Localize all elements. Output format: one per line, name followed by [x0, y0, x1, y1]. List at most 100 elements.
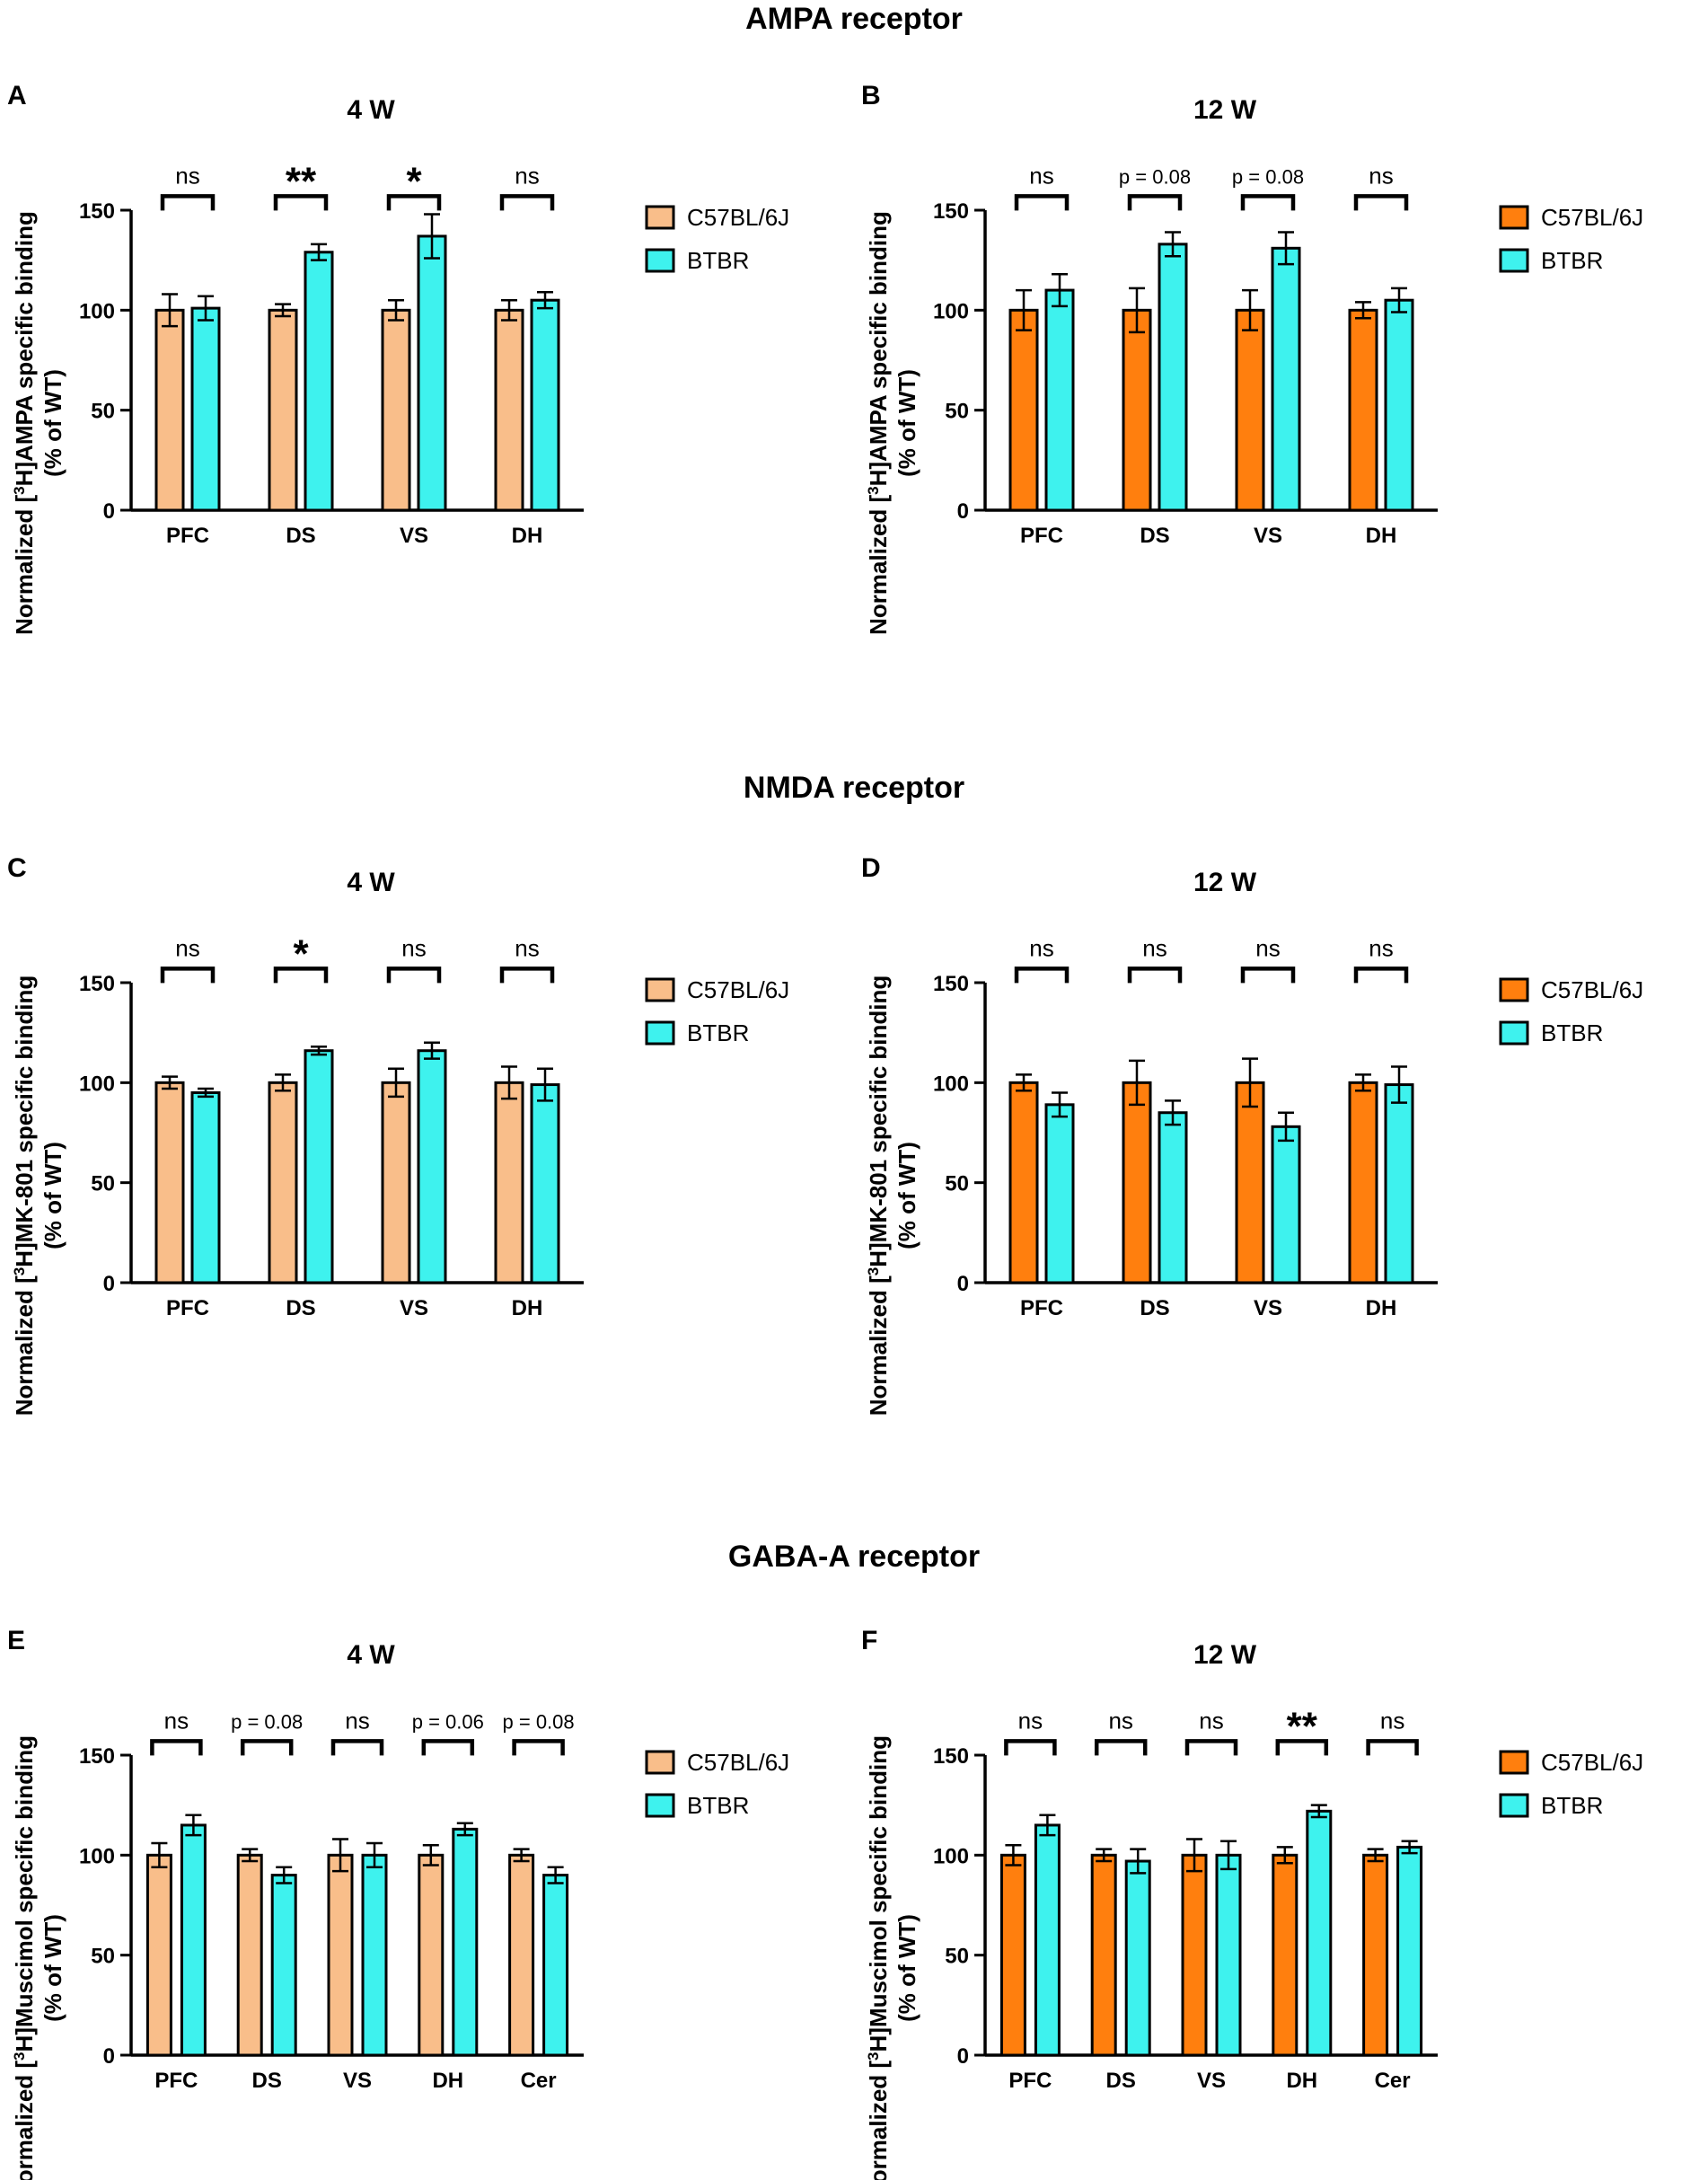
x-tick-label: DH	[1286, 2069, 1317, 2093]
y-tick-label: 100	[933, 1072, 969, 1096]
bar-c57bl6j	[1272, 1853, 1299, 2057]
bar-btbr	[1124, 1859, 1151, 2057]
significance-bracket	[330, 1739, 384, 1756]
bar-btbr	[1044, 1103, 1075, 1284]
significance-label: ns	[1369, 934, 1393, 961]
significance-label: ns	[1369, 162, 1393, 189]
bar-c57bl6j	[1008, 308, 1039, 512]
x-tick-label: PFC	[1020, 524, 1063, 548]
y-tick-label: 0	[103, 1272, 115, 1296]
significance-label: ns	[175, 162, 199, 189]
bar-c57bl6j	[327, 1853, 354, 2057]
bar-btbr	[361, 1853, 388, 2057]
legend-swatch	[1499, 977, 1529, 1002]
bar-btbr	[1158, 1111, 1188, 1284]
significance-label: ns	[1029, 934, 1053, 961]
y-axis-label-line2: (% of WT)	[894, 1142, 920, 1249]
panel-letter: F	[861, 1626, 877, 1655]
y-tick-label: 50	[945, 400, 969, 424]
legend-swatch	[1499, 1020, 1529, 1046]
legend-label: BTBR	[687, 1792, 749, 1819]
bar-c57bl6j	[418, 1853, 445, 2057]
significance-label: ns	[1255, 934, 1280, 961]
significance-bracket	[1240, 194, 1296, 211]
y-axis-label-part: Normalized [	[11, 2061, 38, 2180]
bar-btbr	[1271, 1125, 1301, 1284]
y-tick-label: 100	[933, 299, 969, 323]
bar-c57bl6j	[381, 1081, 411, 1284]
significance-label: p = 0.08	[1232, 165, 1304, 188]
y-axis-label: Normalized [3H]MK-801 specific binding	[11, 975, 39, 1417]
significance-label: *	[406, 159, 422, 203]
bar-c57bl6j	[1181, 1853, 1208, 2057]
y-axis-label: Normalized [3H]MK-801 specific binding	[865, 975, 893, 1417]
legend-label: BTBR	[687, 247, 749, 274]
significance-label: ns	[1380, 1707, 1404, 1734]
chart-title: 4 W	[347, 1640, 395, 1670]
bar-c57bl6j	[999, 1853, 1026, 2057]
y-axis-label-superscript: 3	[865, 1267, 882, 1275]
chart-title: 12 W	[1193, 1640, 1257, 1670]
bar-c57bl6j	[1122, 1081, 1152, 1284]
significance-bracket	[1004, 1739, 1057, 1756]
significance-bracket	[499, 966, 555, 984]
bar-c57bl6j	[1348, 308, 1378, 512]
y-axis-label: Normalized [3H]Muscimol specific binding	[865, 1735, 893, 2180]
significance-label: ns	[401, 934, 426, 961]
legend-label: BTBR	[1541, 1019, 1603, 1046]
y-tick-label: 100	[79, 1844, 115, 1868]
panel-letter: D	[861, 853, 881, 883]
bar-c57bl6j	[268, 1081, 298, 1284]
bar-c57bl6j	[268, 308, 298, 512]
y-axis-label-part: H]AMPA specific binding	[865, 211, 892, 486]
panel-letter: C	[7, 853, 27, 883]
bar-btbr	[417, 234, 447, 512]
significance-bracket	[512, 1739, 565, 1756]
y-axis-label: Normalized [3H]AMPA specific binding	[11, 211, 39, 635]
x-tick-label: PFC	[166, 524, 209, 548]
legend-swatch	[1499, 1750, 1529, 1775]
y-axis-label-superscript: 3	[865, 486, 882, 494]
y-axis-label-part: H]Muscimol specific binding	[11, 1735, 38, 2052]
legend-swatch	[645, 205, 675, 230]
y-axis-label-line2: (% of WT)	[894, 369, 920, 477]
y-tick-label: 100	[79, 1072, 115, 1096]
significance-bracket	[273, 966, 329, 984]
legend-label: BTBR	[687, 1019, 749, 1046]
significance-bracket	[150, 1739, 203, 1756]
legend-swatch	[645, 248, 675, 273]
y-tick-label: 150	[79, 972, 115, 996]
chart-panel-c: C 4 W Normalized [3H]MK-801 specific bindi…	[7, 853, 789, 1417]
bar-btbr	[1034, 1823, 1061, 2057]
bar-btbr	[1396, 1845, 1423, 2057]
legend-swatch	[645, 977, 675, 1002]
x-tick-label: VS	[1254, 524, 1282, 548]
x-tick-label: PFC	[1020, 1296, 1063, 1320]
chart-title: 12 W	[1193, 868, 1257, 897]
bar-btbr	[190, 1090, 221, 1284]
bar-c57bl6j	[494, 1081, 524, 1284]
bar-btbr	[452, 1827, 479, 2057]
bar-btbr	[304, 251, 334, 512]
y-axis-label: Normalized [3H]AMPA specific binding	[865, 211, 893, 635]
y-axis-label-superscript: 3	[11, 2052, 28, 2060]
significance-bracket	[421, 1739, 475, 1756]
significance-bracket	[1353, 966, 1409, 984]
bar-c57bl6j	[381, 308, 411, 512]
significance-bracket	[1353, 194, 1409, 211]
bar-c57bl6j	[1348, 1081, 1378, 1284]
significance-bracket	[1127, 966, 1183, 984]
x-tick-label: DS	[1140, 1296, 1169, 1320]
legend-label: C57BL/6J	[687, 1749, 789, 1776]
x-tick-label: DH	[1366, 524, 1397, 548]
significance-label: ns	[1029, 162, 1053, 189]
significance-bracket	[386, 194, 442, 211]
legend-label: C57BL/6J	[687, 204, 789, 231]
y-axis-label: Normalized [3H]Muscimol specific binding	[11, 1735, 39, 2180]
bar-c57bl6j	[154, 308, 185, 512]
x-tick-label: Cer	[1375, 2069, 1411, 2093]
significance-label: ns	[175, 934, 199, 961]
bar-c57bl6j	[1122, 308, 1152, 512]
legend-swatch	[645, 1020, 675, 1046]
bar-c57bl6j	[508, 1853, 535, 2057]
